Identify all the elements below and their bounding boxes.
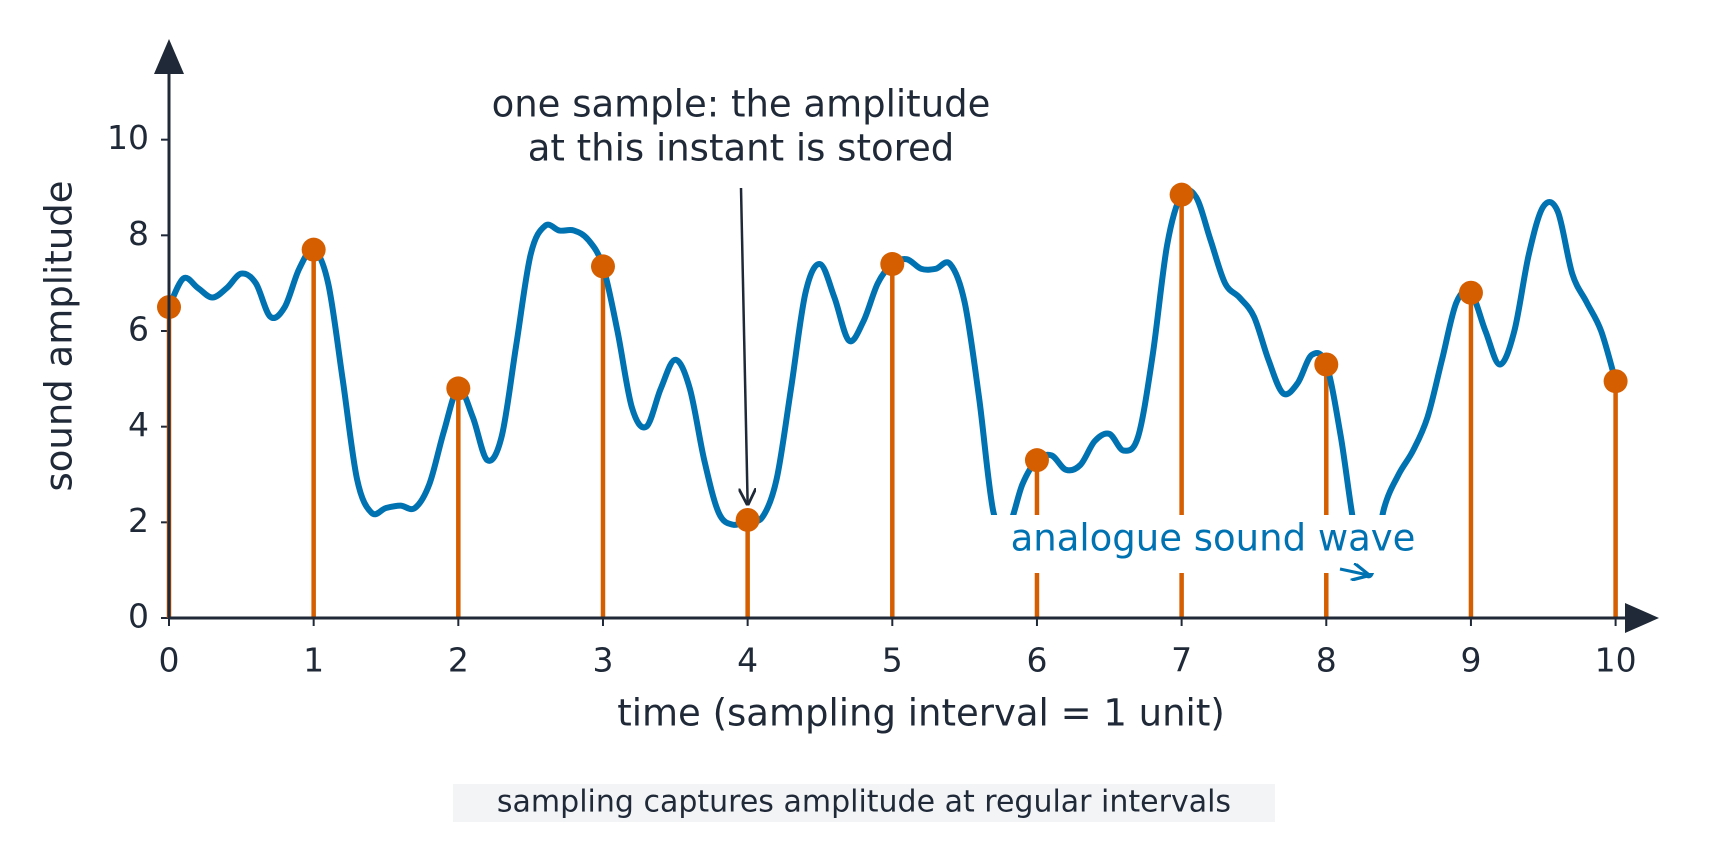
- x-tick-label: 5: [882, 641, 903, 680]
- x-tick-label: 3: [592, 641, 613, 680]
- sample-dot: [735, 507, 760, 532]
- sample-dot: [880, 252, 905, 277]
- sample-dot: [1603, 369, 1628, 394]
- wave-label-arrow: [1339, 569, 1368, 575]
- x-tick-label: 6: [1026, 641, 1047, 680]
- y-tick-label: 8: [128, 214, 149, 253]
- x-tick-label: 8: [1316, 641, 1337, 680]
- y-tick-label: 10: [107, 118, 149, 157]
- x-tick-label: 10: [1595, 641, 1637, 680]
- annotation-text: one sample: the amplitude: [492, 83, 991, 126]
- x-axis-label: time (sampling interval = 1 unit): [617, 692, 1225, 735]
- y-axis-label: sound amplitude: [38, 180, 81, 491]
- y-tick-label: 6: [128, 310, 149, 349]
- x-tick-label: 9: [1460, 641, 1481, 680]
- caption: sampling captures amplitude at regular i…: [497, 785, 1231, 820]
- x-tick-label: 4: [737, 641, 758, 680]
- sample-dot: [446, 376, 471, 401]
- sample-dot: [1024, 448, 1049, 473]
- sample-dot: [1314, 352, 1339, 377]
- wave-label: analogue sound wave: [1011, 517, 1416, 560]
- y-tick-label: 2: [128, 501, 149, 540]
- caption-bg: [453, 784, 1275, 822]
- y-tick-label: 0: [128, 597, 149, 636]
- annotation-text: at this instant is stored: [528, 127, 955, 170]
- sample-dot: [301, 237, 326, 262]
- sample-dot: [1458, 280, 1483, 305]
- x-tick-label: 0: [159, 641, 180, 680]
- y-axis-arrow: [154, 39, 184, 74]
- sample-dot: [1169, 182, 1194, 207]
- x-axis-arrow: [1625, 603, 1659, 633]
- x-tick-label: 2: [448, 641, 469, 680]
- x-tick-label: 7: [1171, 641, 1192, 680]
- x-tick-label: 1: [303, 641, 324, 680]
- sample-dot: [590, 254, 615, 279]
- annotation-arrow: [741, 187, 748, 504]
- y-tick-label: 4: [128, 405, 149, 444]
